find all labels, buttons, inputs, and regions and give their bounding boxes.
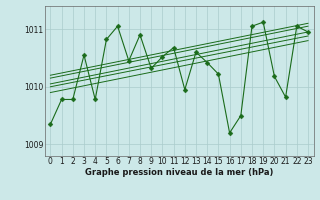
X-axis label: Graphe pression niveau de la mer (hPa): Graphe pression niveau de la mer (hPa) [85,168,273,177]
